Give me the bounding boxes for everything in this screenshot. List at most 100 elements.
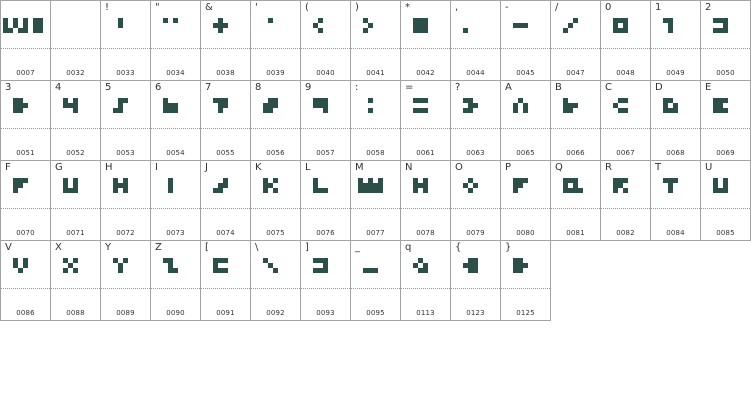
glyph-pixel	[13, 188, 18, 193]
glyph-character-label: &	[205, 2, 213, 13]
glyph-pixel	[213, 98, 228, 103]
glyph-preview	[413, 98, 428, 113]
baseline-guide	[301, 128, 350, 129]
glyph-code-label: 0044	[466, 69, 485, 77]
glyph-pixel	[718, 28, 728, 33]
glyph-pixel	[463, 98, 473, 103]
glyph-pixel	[268, 18, 273, 23]
glyph-character-label: Z	[155, 242, 162, 253]
glyph-preview	[168, 178, 173, 193]
glyph-pixel	[573, 183, 578, 188]
glyph-pixel	[563, 188, 578, 193]
glyph-preview	[268, 18, 273, 23]
glyph-pixel	[373, 183, 378, 193]
glyph-character-label: L	[305, 162, 311, 173]
baseline-guide	[201, 288, 250, 289]
glyph-pixel	[468, 188, 473, 193]
glyph-preview	[368, 98, 373, 113]
glyph-preview	[513, 23, 528, 28]
baseline-guide	[451, 208, 500, 209]
glyph-cell: L 0076	[301, 161, 351, 241]
glyph-pixel	[613, 103, 618, 108]
glyph-code-label: 0070	[16, 229, 35, 237]
glyph-pixel	[273, 188, 278, 193]
glyph-code-label: 0053	[116, 149, 135, 157]
glyph-pixel	[68, 103, 73, 108]
glyph-preview	[363, 268, 378, 273]
baseline-guide	[51, 48, 100, 49]
glyph-code-label: 0047	[566, 69, 585, 77]
baseline-guide	[451, 128, 500, 129]
glyph-preview	[51, 1, 101, 51]
glyph-preview	[213, 178, 228, 193]
glyph-pixel	[118, 183, 123, 188]
glyph-pixel	[313, 98, 328, 108]
glyph-pixel	[273, 268, 278, 273]
glyph-preview	[263, 258, 278, 273]
glyph-code-label: 0082	[616, 229, 635, 237]
glyph-character-label: U	[705, 162, 713, 173]
glyph-character-label: 2	[705, 2, 712, 13]
glyph-cell: * 0042	[401, 0, 451, 81]
glyph-pixel	[318, 188, 328, 193]
glyph-pixel	[118, 263, 123, 273]
glyph-pixel	[663, 178, 678, 183]
glyph-character-label: =	[405, 82, 414, 93]
glyph-preview	[113, 258, 128, 273]
glyph-pixel	[563, 98, 568, 113]
glyph-cell: N 0078	[401, 161, 451, 241]
baseline-guide	[551, 128, 600, 129]
glyph-cell: ) 0041	[351, 0, 401, 81]
glyph-pixel	[213, 23, 228, 28]
baseline-guide	[1, 128, 50, 129]
glyph-pixel	[618, 108, 628, 113]
glyph-character-label: "	[155, 2, 160, 13]
glyph-character-label: ]	[305, 242, 309, 253]
glyph-preview	[463, 258, 478, 273]
glyph-preview	[63, 178, 78, 193]
glyph-code-label: 0049	[666, 69, 685, 77]
glyph-code-label: 0042	[416, 69, 435, 77]
glyph-character-label: J	[205, 162, 208, 173]
baseline-guide	[701, 128, 750, 129]
glyph-character-label: :	[355, 82, 359, 93]
glyph-cell: 9 0057	[301, 81, 351, 161]
glyph-pixel	[418, 183, 423, 188]
glyph-pixel	[213, 188, 218, 193]
glyph-code-label: 0113	[416, 309, 435, 317]
glyph-pixel	[413, 178, 418, 193]
glyph-cell: O 0079	[451, 161, 501, 241]
glyph-cell: J 0074	[201, 161, 251, 241]
glyph-code-label: 0088	[66, 309, 85, 317]
glyph-character-label: K	[255, 162, 262, 173]
glyph-cell: & 0038	[201, 0, 251, 81]
glyph-pixel	[168, 178, 173, 193]
glyph-code-label: 0074	[216, 229, 235, 237]
glyph-character-label: R	[605, 162, 612, 173]
baseline-guide	[51, 208, 100, 209]
baseline-guide	[201, 128, 250, 129]
glyph-preview	[213, 98, 228, 113]
glyph-pixel	[323, 263, 328, 268]
glyph-pixel	[63, 268, 68, 273]
glyph-preview	[13, 98, 28, 113]
glyph-pixel	[8, 28, 13, 33]
glyph-preview	[463, 178, 478, 193]
glyph-preview	[313, 98, 328, 113]
glyph-preview	[213, 18, 228, 33]
glyph-pixel	[213, 263, 218, 268]
glyph-code-label: 0040	[316, 69, 335, 77]
glyph-pixel	[268, 183, 273, 188]
glyph-code-label: 0090	[166, 309, 185, 317]
glyph-code-label: 0123	[466, 309, 485, 317]
baseline-guide	[501, 48, 550, 49]
glyph-pixel	[473, 183, 478, 188]
glyph-cell: B 0066	[551, 81, 601, 161]
glyph-pixel	[513, 178, 528, 183]
glyph-pixel	[518, 98, 523, 103]
glyph-code-label: 0092	[266, 309, 285, 317]
glyph-pixel	[368, 98, 373, 103]
glyph-preview	[513, 258, 528, 273]
glyph-pixel	[263, 178, 268, 193]
glyph-code-label: 0051	[16, 149, 35, 157]
